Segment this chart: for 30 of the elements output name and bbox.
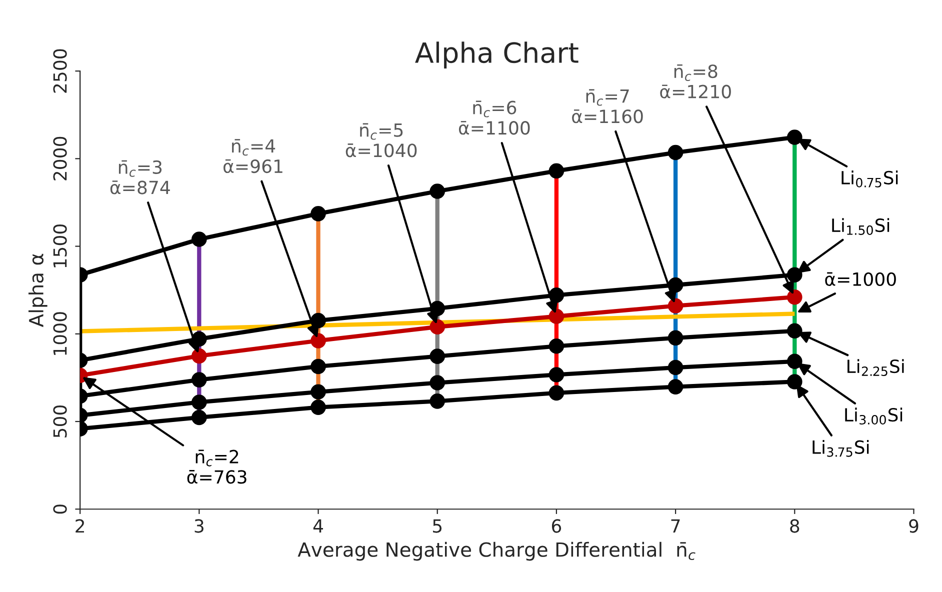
y-tick-label: 500 [53, 405, 67, 438]
y-axis-title: Alpha α [28, 254, 48, 328]
x-tick-label: 3 [194, 519, 204, 533]
annotation: n̄$_{c}$=8 ᾱ=1210 [660, 64, 731, 98]
annotation: ᾱ=1000 [825, 272, 896, 286]
x-tick-label: 9 [909, 519, 918, 533]
x-tick-label: 7 [671, 519, 680, 533]
annotation: Li$_{2.25}$Si [848, 359, 904, 376]
chart-title: Alpha Chart [415, 42, 578, 68]
y-tick-label: 1500 [53, 224, 67, 268]
y-tick-label: 1000 [53, 312, 67, 355]
annotation: n̄$_{c}$=5 ᾱ=1040 [346, 123, 417, 158]
annotation: n̄$_{c}$=6 ᾱ=1100 [458, 100, 530, 135]
x-tick-label: 5 [433, 519, 442, 533]
y-tick-label: 2000 [53, 136, 67, 180]
annotation: Li$_{3.00}$Si [845, 408, 902, 425]
annotation: n̄$_{c}$=4 ᾱ=961 [224, 139, 282, 174]
annotation: n̄$_{c}$=2 ᾱ=763 [187, 450, 246, 484]
annotation: n̄$_{c}$=3 ᾱ=874 [110, 160, 170, 194]
y-tick-label: 0 [53, 504, 67, 514]
annotation: Li$_{1.50}$Si [832, 218, 890, 235]
x-tick-label: 6 [552, 519, 562, 533]
annotation: Li$_{0.75}$Si [842, 170, 898, 188]
annotation: n̄$_{c}$=7 ᾱ=1160 [572, 89, 643, 124]
annotation: Li$_{3.75}$Si [812, 440, 869, 457]
x-tick-label: 4 [313, 519, 323, 533]
x-tick-label: 2 [76, 519, 84, 533]
x-axis-title: Average Negative Charge Differential n̄$_{c}$ [298, 542, 696, 561]
x-tick-label: 8 [790, 519, 800, 533]
y-tick-label: 2500 [53, 49, 67, 93]
